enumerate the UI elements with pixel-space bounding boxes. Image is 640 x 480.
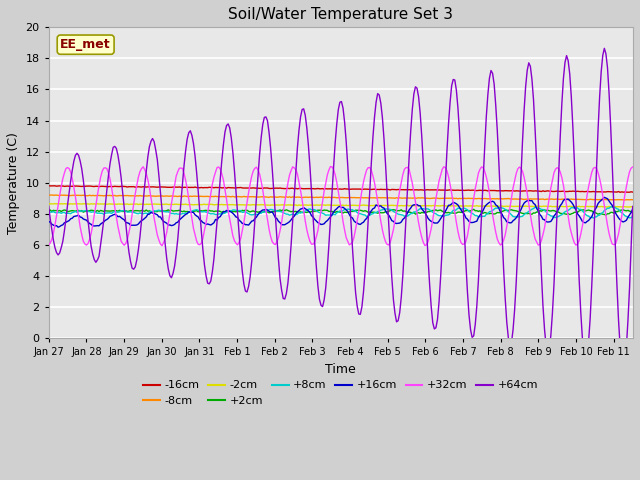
Y-axis label: Temperature (C): Temperature (C) xyxy=(7,132,20,234)
Text: EE_met: EE_met xyxy=(60,38,111,51)
Legend: -16cm, -8cm, -2cm, +2cm, +8cm, +16cm, +32cm, +64cm: -16cm, -8cm, -2cm, +2cm, +8cm, +16cm, +3… xyxy=(139,376,542,410)
X-axis label: Time: Time xyxy=(325,363,356,376)
Title: Soil/Water Temperature Set 3: Soil/Water Temperature Set 3 xyxy=(228,7,453,22)
